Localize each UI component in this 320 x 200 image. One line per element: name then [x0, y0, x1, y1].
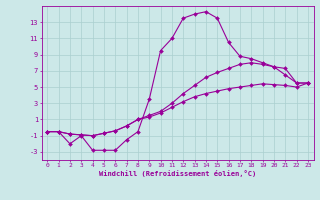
X-axis label: Windchill (Refroidissement éolien,°C): Windchill (Refroidissement éolien,°C) [99, 170, 256, 177]
